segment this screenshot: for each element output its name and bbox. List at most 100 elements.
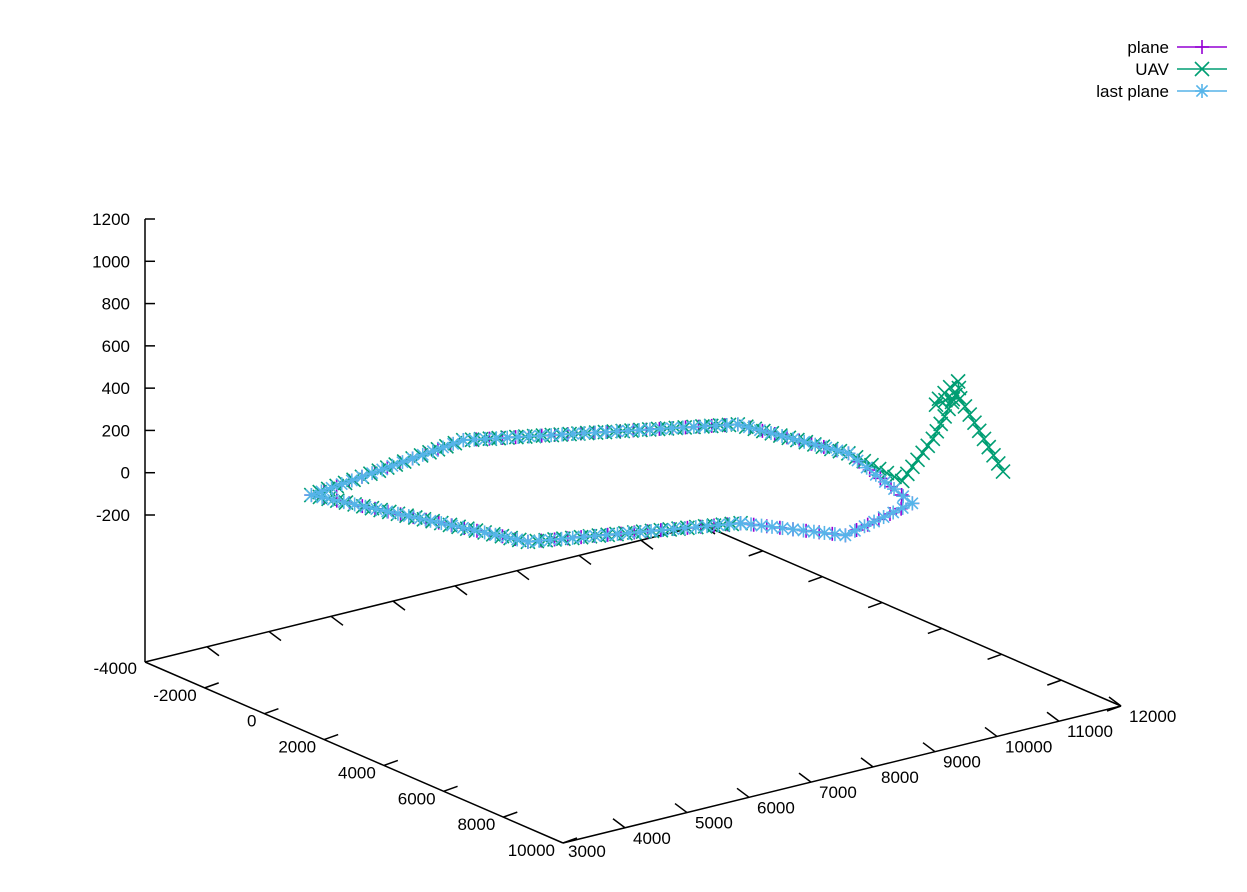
legend-marker: [1195, 40, 1209, 54]
data-point-d2: [512, 430, 525, 444]
data-point: [555, 427, 570, 442]
data-point: [838, 528, 853, 543]
legend-marker: [1195, 84, 1209, 98]
y-tick-label: 7000: [819, 783, 857, 802]
data-point-d2: [755, 519, 768, 532]
data-point-d2: [370, 502, 383, 516]
data-point-d2: [533, 429, 547, 442]
series-last-plane: [304, 417, 920, 549]
series-layer: [303, 373, 1011, 550]
x-tick-back: [748, 550, 763, 557]
y-tick: [1108, 696, 1122, 707]
data-point: [488, 527, 503, 542]
data-point-d2: [500, 530, 513, 544]
data-point-d2: [899, 466, 915, 482]
data-point-d2: [599, 425, 613, 439]
data-point: [644, 524, 659, 539]
data-point: [700, 519, 715, 534]
data-point-d2: [848, 449, 864, 465]
data-point: [385, 458, 400, 473]
data-point: [730, 417, 745, 432]
y-tick-label: 9000: [943, 753, 981, 772]
data-point-d2: [622, 526, 635, 540]
data-point-d2: [966, 415, 983, 431]
legend-entry: plane: [1127, 38, 1227, 57]
data-point: [336, 495, 351, 510]
data-point: [868, 467, 883, 482]
data-point: [808, 437, 823, 452]
data-point-d2: [915, 445, 931, 461]
y-tick-label: 12000: [1129, 707, 1176, 726]
data-point: [711, 518, 726, 533]
y-tick-back: [640, 539, 654, 550]
data-point: [929, 423, 945, 439]
data-point-d2: [904, 459, 921, 475]
back-axis-line: [144, 524, 704, 663]
data-point-d2: [544, 428, 558, 442]
data-point: [796, 523, 811, 538]
data-point: [423, 513, 438, 528]
y-tick-back: [392, 600, 406, 611]
data-point: [478, 431, 493, 446]
data-point-d2: [467, 523, 480, 537]
data-point: [599, 527, 614, 542]
y-tick-label: 10000: [1005, 737, 1052, 756]
data-point: [445, 518, 460, 533]
data-point-d2: [887, 482, 901, 496]
z-tick-label: 400: [102, 379, 130, 398]
legend-marker: [1194, 61, 1210, 77]
x-tick-label: 0: [247, 712, 256, 731]
y-tick-back: [206, 646, 220, 657]
data-point-d2: [976, 431, 992, 447]
data-point: [752, 423, 767, 438]
x-tick-back: [808, 576, 823, 583]
data-point: [697, 419, 712, 434]
data-point: [775, 521, 790, 536]
data-point: [950, 373, 966, 389]
data-point-d2: [860, 461, 873, 474]
data-point-d2: [667, 522, 680, 536]
data-point-d2: [839, 529, 852, 542]
y-tick-label: 8000: [881, 768, 919, 787]
data-point-d2: [744, 518, 758, 531]
data-point-d2: [879, 465, 895, 481]
x-tick: [383, 759, 399, 767]
data-point: [990, 455, 1006, 471]
data-point-d2: [326, 493, 340, 506]
data-point: [543, 532, 558, 547]
data-point-d2: [468, 433, 481, 446]
data-point-d2: [742, 421, 756, 434]
data-point-d2: [820, 441, 833, 454]
data-point: [976, 431, 992, 447]
data-point-d2: [897, 490, 910, 503]
data-point: [904, 459, 921, 475]
data-point: [677, 521, 692, 536]
data-point: [957, 398, 973, 415]
data-point-d2: [523, 430, 536, 443]
data-point-d2: [490, 432, 503, 445]
series-line: [308, 423, 914, 543]
data-point: [797, 434, 812, 449]
data-point-d2: [764, 426, 778, 440]
data-point-d2: [391, 507, 405, 520]
data-point: [850, 453, 865, 468]
data-point-d2: [337, 495, 350, 509]
data-point-d2: [878, 475, 892, 489]
legend: plane UAV last plane: [1096, 38, 1227, 101]
data-point-d2: [734, 517, 747, 530]
data-point-d2: [869, 468, 882, 481]
data-point: [744, 517, 759, 532]
y-tick: [922, 742, 936, 753]
data-point-d2: [709, 419, 723, 432]
data-point: [324, 480, 339, 495]
data-point-d2: [887, 506, 900, 519]
data-point-d2: [775, 429, 789, 443]
data-point: [785, 522, 800, 537]
x-tick-label: 10000: [508, 841, 555, 860]
data-point: [621, 525, 636, 540]
data-point: [390, 506, 405, 521]
data-point-d2: [643, 423, 657, 436]
data-point: [877, 474, 892, 489]
data-point-d2: [720, 418, 733, 432]
